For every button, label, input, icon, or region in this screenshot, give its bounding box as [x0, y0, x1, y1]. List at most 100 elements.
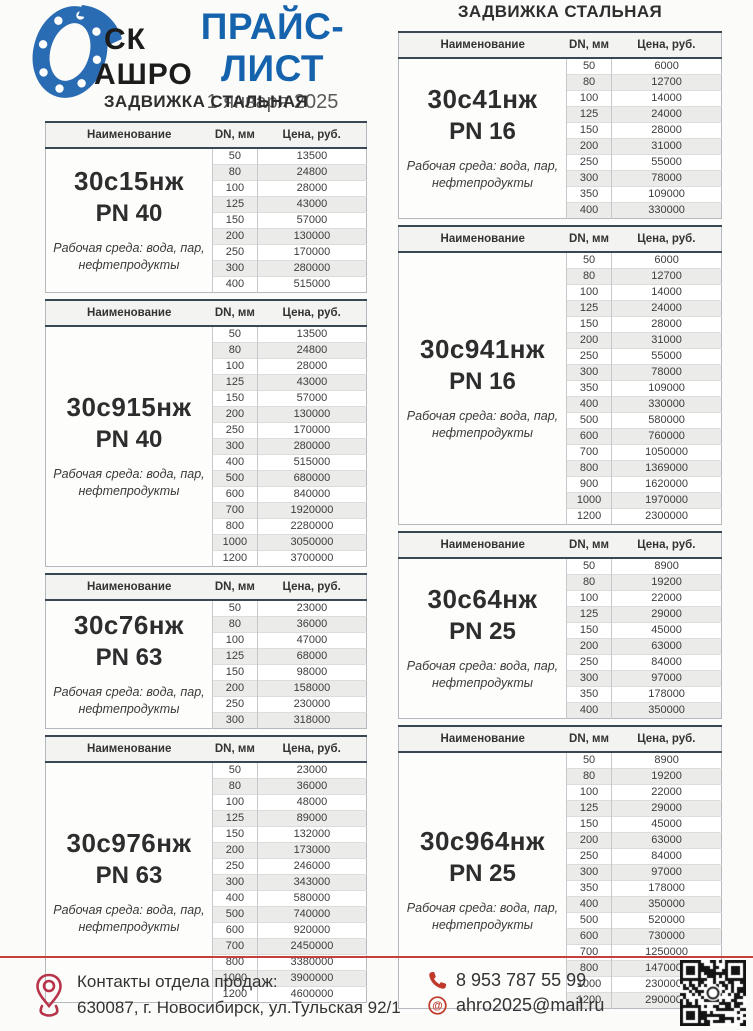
price-value: 350000 — [611, 896, 722, 913]
dn-value: 100 — [211, 632, 258, 649]
price-row: 100 14000 — [399, 284, 722, 301]
price-row: 30с976нж PN 63 Рабочая среда: вода, пар, не… — [45, 762, 367, 1003]
dn-value: 800 — [565, 460, 612, 477]
price-row: 30с15нж PN 40 Рабочая среда: вода, пар, неф… — [45, 148, 367, 293]
product-cell: 30с964нж PN 25 Рабочая среда: вода, пар, не… — [398, 752, 567, 1009]
dn-value: 125 — [211, 196, 258, 213]
logo-line1: СК — [104, 23, 146, 56]
dn-value: 400 — [211, 276, 258, 293]
price-value: 130000 — [256, 228, 367, 245]
dn-value: 100 — [565, 90, 612, 107]
price-value: 3700000 — [256, 550, 367, 567]
price-row: 150 98000 — [46, 664, 367, 681]
price-value: 1970000 — [611, 492, 722, 509]
price-value: 740000 — [256, 906, 367, 923]
dn-value: 600 — [565, 928, 612, 945]
dn-value: 125 — [211, 810, 258, 827]
dn-value: 150 — [565, 316, 612, 333]
col-header-dn: DN, мм — [566, 531, 612, 559]
working-medium: Рабочая среда: вода, пар, нефтепродукты — [406, 659, 559, 690]
table-header-row: Наименование DN, мм Цена, руб. — [398, 225, 722, 253]
dn-value: 80 — [565, 768, 612, 785]
price-row: 100 22000 — [399, 590, 722, 607]
col-header-name: Наименование — [398, 531, 567, 559]
dn-value: 200 — [211, 228, 258, 245]
dn-value: 200 — [211, 680, 258, 697]
price-value: 3050000 — [256, 534, 367, 551]
price-row: 80 36000 — [46, 616, 367, 633]
dn-value: 150 — [565, 622, 612, 639]
dn-value: 900 — [565, 476, 612, 493]
dn-value: 125 — [211, 374, 258, 391]
price-row: 125 24000 — [399, 300, 722, 317]
price-value: 45000 — [611, 816, 722, 833]
contacts-address: 630087, г. Новосибирск, ул.Тульская 92/1 — [77, 998, 401, 1018]
price-row: 300 280000 — [46, 438, 367, 455]
price-row: 500 580000 — [399, 412, 722, 429]
table-header-row: Наименование DN, мм Цена, руб. — [45, 299, 367, 327]
footer-divider — [0, 956, 753, 958]
price-row: 150 57000 — [46, 390, 367, 407]
dn-value: 300 — [565, 170, 612, 187]
dn-value: 150 — [211, 390, 258, 407]
price-value: 24000 — [611, 300, 722, 317]
dn-value: 300 — [211, 874, 258, 891]
table-header-row: Наименование DN, мм Цена, руб. — [398, 725, 722, 753]
price-value: 63000 — [611, 832, 722, 849]
dn-value: 100 — [565, 590, 612, 607]
price-value: 170000 — [256, 422, 367, 439]
col-header-dn: DN, мм — [212, 573, 258, 601]
price-row: 125 68000 — [46, 648, 367, 665]
dn-value: 400 — [211, 454, 258, 471]
price-value: 28000 — [611, 316, 722, 333]
working-medium: Рабочая среда: вода, пар, нефтепродукты — [406, 901, 559, 932]
price-value: 230000 — [256, 696, 367, 713]
price-row: 500 520000 — [399, 912, 722, 929]
dn-value: 150 — [211, 212, 258, 229]
dn-value: 1200 — [211, 550, 258, 567]
price-value: 109000 — [611, 186, 722, 203]
price-row: 250 84000 — [399, 848, 722, 865]
dn-value: 250 — [211, 244, 258, 261]
left-tables: Наименование DN, мм Цена, руб. 30с15нж PN… — [45, 121, 367, 1003]
dn-value: 400 — [211, 890, 258, 907]
product-cell: 30с915нж PN 40 Рабочая среда: вода, пар, не… — [45, 326, 213, 567]
product-pn: PN 63 — [95, 643, 163, 671]
price-row: 400 330000 — [399, 202, 722, 219]
price-row: 500 680000 — [46, 470, 367, 487]
price-value: 31000 — [611, 332, 722, 349]
dn-value: 80 — [565, 74, 612, 91]
price-value: 1050000 — [611, 444, 722, 461]
dn-value: 250 — [565, 848, 612, 865]
price-row: 200 158000 — [46, 680, 367, 697]
price-value: 84000 — [611, 654, 722, 671]
dn-value: 700 — [565, 444, 612, 461]
col-header-name: Наименование — [398, 31, 567, 59]
price-value: 23000 — [256, 600, 367, 617]
dn-value: 300 — [565, 864, 612, 881]
dn-value: 80 — [211, 778, 258, 795]
price-row: 1200 4600000 — [46, 986, 367, 1003]
price-value: 43000 — [256, 374, 367, 391]
price-value: 130000 — [256, 406, 367, 423]
dn-value: 50 — [565, 252, 612, 269]
price-value: 36000 — [256, 616, 367, 633]
price-table: Наименование DN, мм Цена, руб. 30с64нж PN… — [398, 531, 722, 719]
price-row: 150 28000 — [399, 122, 722, 139]
price-table: Наименование DN, мм Цена, руб. 30с15нж PN… — [45, 121, 367, 293]
product-pn: PN 40 — [95, 425, 163, 453]
dn-value: 500 — [565, 912, 612, 929]
price-row: 125 89000 — [46, 810, 367, 827]
price-value: 28000 — [611, 122, 722, 139]
table-header-row: Наименование DN, мм Цена, руб. — [45, 735, 367, 763]
dn-value: 125 — [565, 300, 612, 317]
col-header-price: Цена, руб. — [257, 573, 367, 601]
price-row: 200 31000 — [399, 332, 722, 349]
price-value: 12700 — [611, 268, 722, 285]
price-value: 47000 — [256, 632, 367, 649]
dn-value: 80 — [211, 164, 258, 181]
price-table: Наименование DN, мм Цена, руб. 30с941нж P… — [398, 225, 722, 525]
dn-value: 100 — [565, 284, 612, 301]
price-row: 30с64нж PN 25 Рабочая среда: вода, пар, неф… — [398, 558, 722, 719]
price-value: 12700 — [611, 74, 722, 91]
